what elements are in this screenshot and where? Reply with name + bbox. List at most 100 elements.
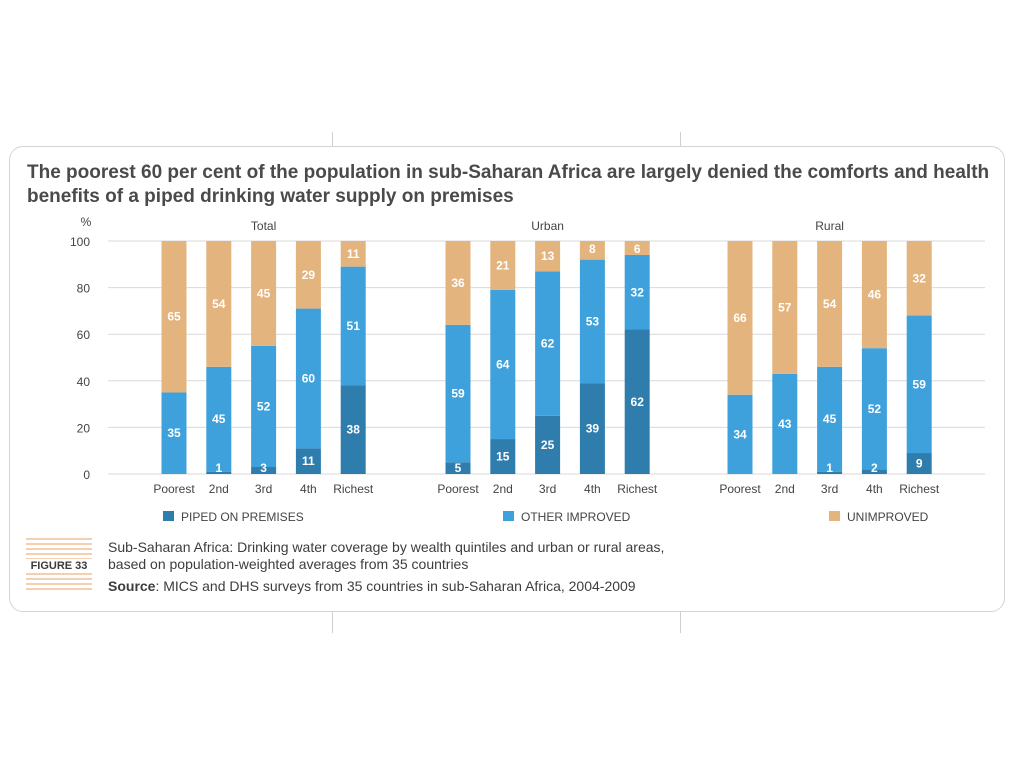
- bar-total-4th-piped-label: 11: [302, 454, 315, 468]
- bar-rural-poorest-unimproved: [727, 241, 753, 395]
- bar-total-3rd-other: [251, 345, 277, 468]
- bar-total-richest-other: [340, 266, 366, 386]
- bar-urban-richest-other-label: 32: [631, 285, 645, 299]
- y-tick-label-100: 100: [70, 235, 90, 249]
- bar-total-richest-piped-label: 38: [347, 423, 361, 437]
- y-tick-label-40: 40: [77, 375, 91, 389]
- x-tick-label-rural-poorest: Poorest: [719, 482, 761, 496]
- bar-rural-4th-other: [861, 348, 887, 470]
- bar-rural-3rd-unimproved: [817, 241, 843, 367]
- bar-rural-4th-piped-label: 2: [871, 461, 878, 475]
- page-guide-line-left: [332, 132, 333, 146]
- bar-rural-poorest-other: [727, 394, 753, 474]
- page-guide-line-left-bottom: [332, 611, 333, 633]
- bar-urban-2nd-other: [490, 289, 516, 440]
- bar-urban-3rd-unimproved: [535, 241, 561, 272]
- bar-rural-2nd-unimproved-label: 57: [778, 300, 792, 314]
- bar-total-richest-unimproved-label: 11: [347, 247, 360, 261]
- bar-total-4th-unimproved: [295, 241, 321, 309]
- bar-urban-2nd-unimproved: [490, 241, 516, 290]
- bar-urban-3rd-other-label: 62: [541, 337, 555, 351]
- bar-urban-richest-unimproved-label: 6: [634, 242, 641, 256]
- x-tick-label-total-richest: Richest: [333, 482, 374, 496]
- x-tick-label-rural-richest: Richest: [899, 482, 940, 496]
- bar-urban-2nd-piped: [490, 439, 516, 474]
- x-tick-label-urban-3rd: 3rd: [539, 482, 556, 496]
- legend-swatch-unimproved: [829, 511, 840, 521]
- bar-total-poorest-unimproved-label: 65: [167, 310, 181, 324]
- x-tick-label-total-3rd: 3rd: [255, 482, 272, 496]
- bar-rural-poorest-other-label: 34: [733, 427, 747, 441]
- page-guide-line-right-bottom: [680, 611, 681, 633]
- bar-urban-2nd-other-label: 64: [496, 357, 510, 371]
- y-tick-label-60: 60: [77, 328, 91, 342]
- bar-rural-3rd-other-label: 45: [823, 412, 837, 426]
- bar-urban-3rd-unimproved-label: 13: [541, 249, 555, 263]
- bar-rural-richest-other: [906, 315, 932, 454]
- bar-rural-2nd-other: [772, 373, 798, 474]
- bar-total-2nd-piped-label: 1: [215, 461, 222, 475]
- bar-rural-4th-other-label: 52: [868, 402, 882, 416]
- bar-rural-2nd-other-label: 43: [778, 417, 792, 431]
- figure-source: Source: MICS and DHS surveys from 35 cou…: [108, 578, 748, 595]
- bar-urban-poorest-piped: [445, 462, 471, 474]
- bar-rural-2nd-unimproved: [772, 241, 798, 374]
- bar-rural-richest-other-label: 59: [913, 377, 927, 391]
- bar-total-3rd-piped-label: 3: [260, 461, 267, 475]
- bar-total-4th-other: [295, 308, 321, 449]
- x-tick-label-rural-4th: 4th: [866, 482, 883, 496]
- bar-urban-poorest-piped-label: 5: [455, 461, 462, 475]
- x-tick-label-urban-2nd: 2nd: [493, 482, 513, 496]
- bar-total-richest-unimproved: [340, 241, 366, 267]
- bar-total-4th-unimproved-label: 29: [302, 268, 316, 282]
- bar-rural-4th-piped: [861, 469, 887, 474]
- legend-label-other: OTHER IMPROVED: [521, 510, 631, 524]
- bar-rural-poorest-unimproved-label: 66: [733, 311, 747, 325]
- bar-total-richest-other-label: 51: [347, 319, 361, 333]
- legend-label-unimproved: UNIMPROVED: [847, 510, 929, 524]
- x-tick-label-urban-4th: 4th: [584, 482, 601, 496]
- bar-urban-richest-unimproved: [624, 241, 650, 255]
- bar-rural-richest-piped-label: 9: [916, 457, 923, 471]
- bar-urban-richest-piped: [624, 329, 650, 474]
- bar-urban-poorest-other-label: 59: [451, 387, 465, 401]
- source-text: : MICS and DHS surveys from 35 countries…: [155, 578, 636, 594]
- x-tick-label-rural-3rd: 3rd: [821, 482, 838, 496]
- x-tick-label-total-4th: 4th: [300, 482, 317, 496]
- bar-total-poorest-other: [161, 392, 187, 474]
- bar-urban-3rd-piped: [535, 415, 561, 474]
- bar-urban-4th-unimproved: [579, 241, 605, 260]
- bar-rural-3rd-other: [817, 366, 843, 472]
- x-tick-label-rural-2nd: 2nd: [775, 482, 795, 496]
- bar-rural-richest-unimproved: [906, 241, 932, 316]
- bar-total-3rd-unimproved: [251, 241, 277, 346]
- bar-total-2nd-piped: [206, 471, 232, 474]
- bar-urban-richest-piped-label: 62: [631, 395, 645, 409]
- bar-rural-3rd-piped-label: 1: [826, 461, 833, 475]
- bar-urban-poorest-unimproved: [445, 241, 471, 325]
- chart-title: The poorest 60 per cent of the populatio…: [27, 162, 990, 207]
- bar-urban-4th-other-label: 53: [586, 314, 600, 328]
- bar-total-3rd-piped: [251, 467, 277, 474]
- x-tick-label-total-poorest: Poorest: [153, 482, 195, 496]
- page-guide-line-right: [680, 132, 681, 146]
- bar-urban-4th-piped: [579, 383, 605, 474]
- group-label-total: Total: [251, 219, 276, 233]
- y-tick-label-80: 80: [77, 282, 91, 296]
- x-tick-label-total-2nd: 2nd: [209, 482, 229, 496]
- bar-rural-3rd-unimproved-label: 54: [823, 297, 837, 311]
- bar-urban-richest-other: [624, 254, 650, 330]
- bar-rural-richest-piped: [906, 453, 932, 474]
- bar-total-2nd-unimproved-label: 54: [212, 297, 226, 311]
- group-label-rural: Rural: [815, 219, 844, 233]
- bar-rural-3rd-piped: [817, 471, 843, 474]
- y-tick-label-0: 0: [83, 468, 90, 482]
- bar-urban-2nd-unimproved-label: 21: [496, 258, 510, 272]
- bar-urban-3rd-piped-label: 25: [541, 438, 555, 452]
- bar-urban-4th-other: [579, 259, 605, 384]
- y-axis-unit-label: %: [81, 215, 92, 229]
- bar-urban-4th-piped-label: 39: [586, 422, 600, 436]
- bar-rural-richest-unimproved-label: 32: [913, 271, 927, 285]
- bar-total-poorest-other-label: 35: [167, 426, 181, 440]
